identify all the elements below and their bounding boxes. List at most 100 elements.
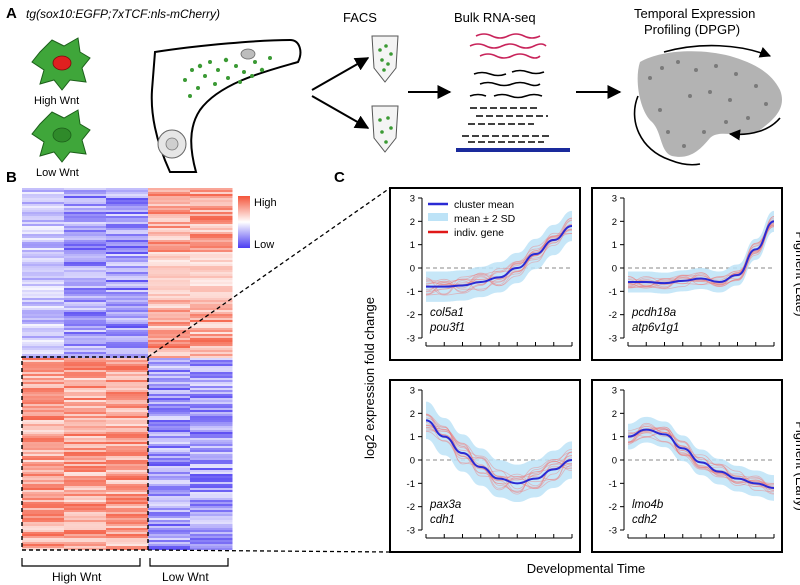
- panel-c-label: C: [334, 169, 345, 186]
- indiv-gene-line: [425, 414, 573, 490]
- gene-label: cdh2: [632, 514, 658, 526]
- arrow-to-tube-top: [311, 57, 370, 91]
- indiv-gene-line: [627, 223, 775, 286]
- indiv-gene-line: [425, 226, 573, 296]
- y-tick-label: 1: [612, 432, 617, 443]
- y-tick-label: 0: [612, 456, 617, 467]
- panel-c-ylabel: log2 expression fold change: [362, 297, 377, 459]
- indiv-gene-line: [627, 426, 775, 491]
- temporal-title-line1: Temporal Expression: [634, 6, 755, 21]
- tube-bottom-icon: [371, 105, 399, 153]
- y-tick-label: 2: [410, 409, 415, 420]
- indiv-gene-line: [425, 430, 573, 491]
- indiv-gene-line: [425, 219, 573, 296]
- heatmap-highlight-box: [21, 356, 149, 551]
- indiv-gene-line: [425, 413, 573, 489]
- y-tick-label: -3: [407, 526, 415, 537]
- indiv-gene-line: [425, 425, 573, 490]
- facs-label: FACS: [343, 10, 377, 25]
- bracket-high-wnt: [21, 558, 141, 567]
- y-tick-label: 0: [410, 456, 415, 467]
- y-tick-label: 2: [612, 409, 617, 420]
- y-tick-label: -3: [609, 526, 617, 537]
- sd-band: [628, 210, 774, 294]
- y-tick-label: 3: [410, 194, 415, 205]
- indiv-gene-line: [425, 232, 573, 289]
- indiv-gene-line: [425, 424, 573, 495]
- y-tick-label: -2: [609, 502, 617, 513]
- indiv-gene-line: [627, 428, 775, 490]
- bulk-rnaseq-label: Bulk RNA-seq: [454, 10, 536, 25]
- high-wnt-cell-icon: [31, 37, 91, 91]
- indiv-gene-line: [425, 229, 573, 296]
- embryo-icon: [150, 38, 302, 173]
- panel-b: B High Low High Wnt Low Wnt: [6, 169, 277, 584]
- y-tick-label: -3: [609, 334, 617, 345]
- chart-legend: cluster mean mean ± 2 SD indiv. gene: [428, 199, 516, 239]
- legend-item-label: mean ± 2 SD: [454, 213, 516, 225]
- indiv-gene-line: [425, 220, 573, 290]
- high-wnt-label: High Wnt: [34, 95, 79, 107]
- y-tick-label: 2: [612, 217, 617, 228]
- indiv-gene-line: [627, 224, 775, 289]
- indiv-gene-line: [425, 229, 573, 285]
- rnaseq-reads-icon: [456, 33, 570, 152]
- gene-label: atp6v1g1: [632, 322, 679, 334]
- expression-plot-1: -3-2-10123col5a1pou3f1NonPigment (Late)c…: [389, 187, 606, 361]
- y-tick-label: 0: [612, 264, 617, 275]
- y-tick-label: -3: [407, 334, 415, 345]
- indiv-gene-line: [425, 426, 573, 481]
- y-tick-label: -1: [407, 479, 415, 490]
- indiv-gene-line: [425, 233, 573, 295]
- legend-low-label: Low: [254, 239, 274, 251]
- indiv-gene-line: [425, 230, 573, 295]
- y-tick-label: 1: [410, 240, 415, 251]
- cluster-mean-line: [627, 220, 775, 285]
- y-tick-label: -2: [407, 310, 415, 321]
- indiv-gene-line: [425, 217, 573, 293]
- heatmap: [22, 188, 233, 550]
- panel-a-label: A: [6, 5, 17, 22]
- legend-item-label: cluster mean: [454, 199, 514, 211]
- group-low-wnt-label: Low Wnt: [162, 570, 209, 584]
- indiv-gene-line: [627, 222, 775, 288]
- y-tick-label: -1: [407, 287, 415, 298]
- bracket-low-wnt: [149, 558, 229, 567]
- expression-plot-2: -3 -2 -1 0 1 2 3 pcdh18a atp6v1g1 Pigment (Late): [591, 187, 800, 361]
- indiv-gene-line: [627, 426, 775, 488]
- indiv-gene-line: [425, 422, 573, 493]
- legend-item-label: indiv. gene: [454, 227, 504, 239]
- plot-frame: [591, 379, 783, 553]
- indiv-gene-line: [627, 431, 775, 490]
- cluster-label: Pigment (Late): [793, 231, 800, 316]
- y-tick-label: 0: [410, 264, 415, 275]
- low-wnt-cell-icon: [31, 109, 91, 163]
- cluster-label: Pigment (Early): [793, 421, 800, 511]
- indiv-gene-line: [627, 224, 775, 288]
- sd-band: [426, 401, 572, 502]
- dpgp-trajectory-icon: [633, 44, 782, 166]
- panel-a: A tg(sox10:EGFP;7xTCF:nls-mCherry) High …: [6, 5, 782, 179]
- y-tick-label: -1: [609, 479, 617, 490]
- panel-b-label: B: [6, 169, 17, 186]
- indiv-gene-line: [425, 427, 573, 490]
- y-tick-label: 3: [612, 194, 617, 205]
- sd-band: [426, 210, 572, 302]
- expression-plot-4: -3 -2 -1 0 1 2 3 lmo4b cdh2 Pigment (Early): [591, 379, 800, 553]
- indiv-gene-line: [425, 414, 573, 492]
- y-tick-label: 3: [612, 386, 617, 397]
- cluster-mean-line: [425, 419, 573, 485]
- zoom-line-top: [147, 187, 391, 358]
- gene-label: pax3a: [429, 499, 461, 511]
- indiv-gene-line: [627, 432, 775, 484]
- temporal-title-line2: Profiling (DPGP): [644, 22, 740, 37]
- gene-label: lmo4b: [632, 499, 664, 511]
- y-tick-label: 1: [612, 240, 617, 251]
- indiv-gene-line: [627, 429, 775, 487]
- y-tick-label: 2: [410, 217, 415, 228]
- y-tick-label: -2: [609, 310, 617, 321]
- y-tick-label: 1: [410, 432, 415, 443]
- transgene-label: tg(sox10:EGFP;7xTCF:nls-mCherry): [26, 7, 220, 21]
- group-high-wnt-label: High Wnt: [52, 570, 102, 584]
